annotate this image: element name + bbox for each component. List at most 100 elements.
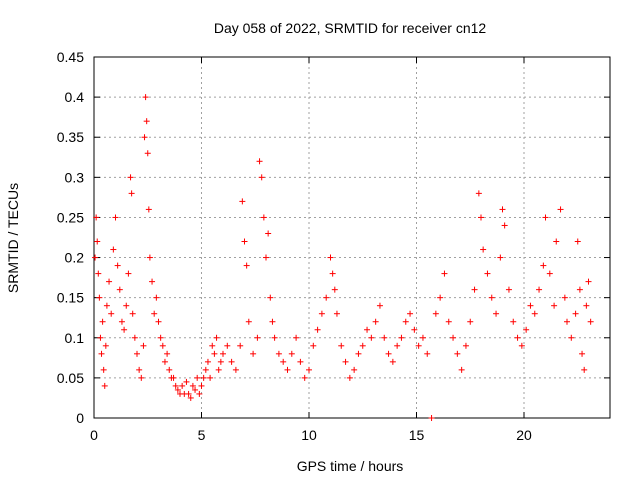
data-point [97,334,104,341]
data-point [415,342,422,349]
y-tick-label: 0.4 [65,89,85,105]
data-point [141,134,148,141]
data-point [523,326,530,333]
data-point [108,310,115,317]
data-point [179,382,186,389]
data-point [407,310,414,317]
data-point [424,350,431,357]
grid [94,57,610,418]
data-point [428,415,435,421]
data-point [192,386,199,393]
data-point [250,350,257,357]
data-point [200,374,207,381]
data-point [478,214,484,221]
data-point [280,358,287,365]
data-point [96,294,103,301]
data-point [314,326,321,333]
data-point [527,302,534,309]
y-tick-label: 0.25 [57,209,84,225]
chart-title: Day 058 of 2022, SRMTID for receiver cn1… [214,20,487,36]
y-tick-label: 0.3 [65,169,85,185]
data-point [587,318,594,325]
data-point [462,342,469,349]
data-point [346,374,353,381]
data-point [288,350,295,357]
data-point [271,334,278,341]
y-axis-label: SRMTID / TECUs [5,183,21,293]
data-point [581,366,588,373]
data-point [467,318,474,325]
data-point [129,310,136,317]
data-point [114,262,121,269]
data-point [157,334,164,341]
data-point [265,230,272,237]
data-point [202,366,209,373]
data-point [484,270,491,277]
data-point [398,334,405,341]
data-point [213,334,220,341]
data-point [540,262,547,269]
data-point [342,358,349,365]
data-point [454,350,461,357]
data-point [579,350,586,357]
data-point [125,270,132,277]
x-tick-label: 5 [198,427,206,443]
data-point [260,214,267,221]
data-point [284,366,291,373]
data-point [215,366,222,373]
data-point [471,286,478,293]
data-point [151,310,158,317]
data-point [351,366,358,373]
data-point [144,150,151,157]
data-point [110,246,117,253]
data-point [189,382,196,389]
data-point [142,94,149,101]
data-point [92,254,99,261]
data-point [510,318,517,325]
data-point [155,318,162,325]
data-point [497,254,504,261]
data-point [207,374,214,381]
data-point [411,326,418,333]
data-point [293,334,300,341]
data-point [263,254,269,261]
data-point [241,238,248,245]
data-point [228,358,235,365]
data-point [106,278,113,285]
data-point [574,238,581,245]
data-point [480,246,487,253]
y-tick-label: 0.1 [65,330,85,346]
data-point [329,270,336,277]
x-tick-label: 10 [301,427,317,443]
data-point [93,214,100,221]
data-point [368,334,375,341]
data-point [318,310,325,317]
data-point [209,342,216,349]
data-point [553,238,560,245]
data-point [153,294,160,301]
data-point [583,302,590,309]
plot-frame [93,56,611,419]
data-point [164,350,171,357]
data-point [389,358,396,365]
data-point [542,214,549,221]
data-point [338,342,345,349]
data-point [128,190,135,197]
data-point [159,342,166,349]
data-point [445,318,452,325]
data-point [450,334,457,341]
data-point [220,350,226,357]
data-point [166,366,173,373]
data-point [441,270,448,277]
data-point [102,342,109,349]
data-point [94,238,101,245]
data-point [174,386,181,393]
data-point [564,318,570,325]
data-point [359,342,366,349]
data-point [475,190,482,197]
axis-ticks: 0 0.05 0.1 0.15 0.2 0.25 0.3 0.35 0.4 0.45 0 5 10 15 2… [57,49,610,443]
data-point [394,342,401,349]
data-point [138,374,145,381]
data-point [568,334,575,341]
data-point [419,334,426,341]
